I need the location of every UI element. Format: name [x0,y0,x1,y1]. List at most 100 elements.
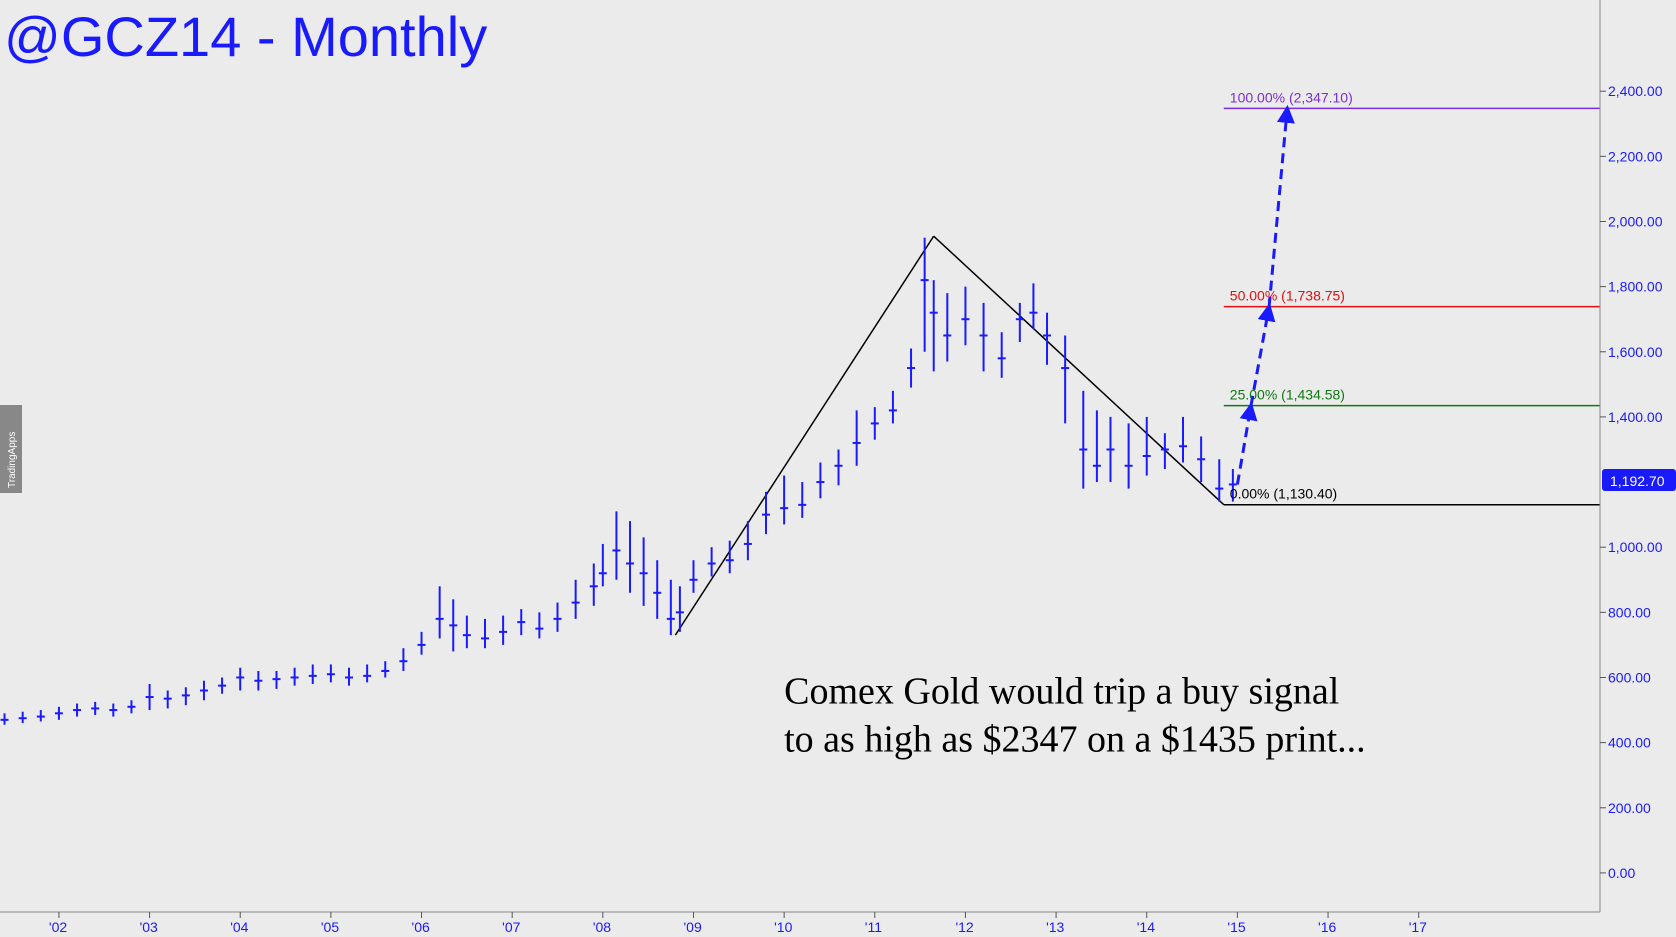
price-bar [218,677,227,694]
x-tick-label: '06 [412,919,430,935]
swing-lines [674,235,1225,636]
price-bar [852,410,861,466]
price-bar [653,560,662,619]
price-bar [1228,469,1237,502]
last-price-tag-bg [1602,469,1676,491]
price-bar [689,560,698,593]
projection-arrow [1235,402,1258,485]
y-tick-label: 1,600.00 [1608,344,1663,360]
y-tick-label: 1,400.00 [1608,409,1663,425]
price-bar [762,491,771,535]
price-bar [535,612,544,639]
price-bar [18,711,27,724]
fib-level-label: 50.00% (1,738.75) [1230,288,1345,304]
y-tick-label: 600.00 [1608,669,1651,685]
price-bar [589,563,598,606]
price-bar [517,609,526,636]
fib-level-label: 100.00% (2,347.10) [1230,89,1353,105]
price-bar [798,482,807,518]
x-tick-label: '10 [774,919,792,935]
last-price-tag: 1,192.70 [1602,469,1676,491]
price-bar [639,537,648,606]
price-bar [145,684,154,711]
price-bar [127,700,136,714]
swing-line [933,235,1225,506]
x-tick-label: '02 [49,919,67,935]
price-bar [612,511,621,580]
price-bar [870,407,879,440]
annotation-line: to as high as $2347 on a $1435 print... [784,719,1366,761]
price-bar [435,586,444,639]
price-bar [553,602,562,632]
y-tick-label: 1,000.00 [1608,539,1663,555]
price-bar [236,667,245,691]
fib-level-label: 25.00% (1,434.58) [1230,387,1345,403]
price-bar [725,540,734,574]
price-bar [1197,436,1206,483]
x-tick-label: '15 [1227,919,1245,935]
price-bar [480,618,489,649]
y-tick-label: 2,400.00 [1608,83,1663,99]
price-bar [499,615,508,645]
price-bar [272,670,281,689]
y-tick-label: 800.00 [1608,604,1651,620]
price-bar [54,706,63,720]
price-bar [308,664,317,684]
price-bar [462,615,471,649]
fib-level-label: 0.00% (1,130.40) [1230,486,1337,502]
price-bar [571,579,580,619]
price-bar [920,237,929,352]
price-bar [961,286,970,346]
price-bar [449,599,458,652]
x-tick-label: '08 [593,919,611,935]
price-bar [780,475,789,525]
price-bar [345,667,354,686]
price-bar [290,667,299,686]
price-bar [929,280,938,372]
x-tick-label: '04 [230,919,248,935]
x-tick-label: '17 [1409,919,1427,935]
price-bar [0,713,9,725]
y-tick-label: 2,000.00 [1608,213,1663,229]
price-bar [675,586,684,632]
price-bar [417,631,426,655]
watermark-text: TradingApps [7,432,18,488]
price-bar [707,547,716,577]
price-bar [1029,283,1038,329]
price-bar [943,293,952,362]
price-bar [163,690,172,709]
x-tick-label: '11 [865,919,882,935]
price-bar [109,703,118,717]
annotation-line: Comex Gold would trip a buy signal [784,671,1339,713]
price-bar [36,710,45,722]
price-bar [363,664,372,683]
price-bar [888,390,897,424]
price-bar [1124,423,1133,489]
projection-arrow [1267,104,1295,307]
last-price-label: 1,192.70 [1610,473,1665,489]
projection-arrow [1249,303,1276,406]
watermark: TradingApps [0,405,22,493]
price-bar [1106,416,1115,483]
x-tick-label: '12 [955,919,973,935]
x-tick-label: '16 [1318,919,1336,935]
price-bar [1160,433,1169,470]
price-bar [73,703,82,717]
price-bar [907,348,916,388]
time-axis: '02 '03 '04 '05 '06 '07 '08 '09 '10 '11 '12 '13 '14 '… [49,912,1427,935]
annotation: Comex Gold would trip a buy signal to as … [784,671,1366,761]
price-bar [626,521,635,593]
price-bar [199,680,208,701]
fibonacci-levels: 100.00% (2,347.10) 50.00% (1,738.75) 25.00… [1223,89,1600,506]
swing-line [674,235,935,636]
price-bar [598,543,607,587]
price-bar [381,661,390,678]
price-bar [743,521,752,561]
price-bar [181,687,190,706]
price-bar [399,648,408,671]
x-tick-label: '07 [502,919,520,935]
price-bar [1043,312,1052,365]
y-tick-label: 200.00 [1608,800,1651,816]
